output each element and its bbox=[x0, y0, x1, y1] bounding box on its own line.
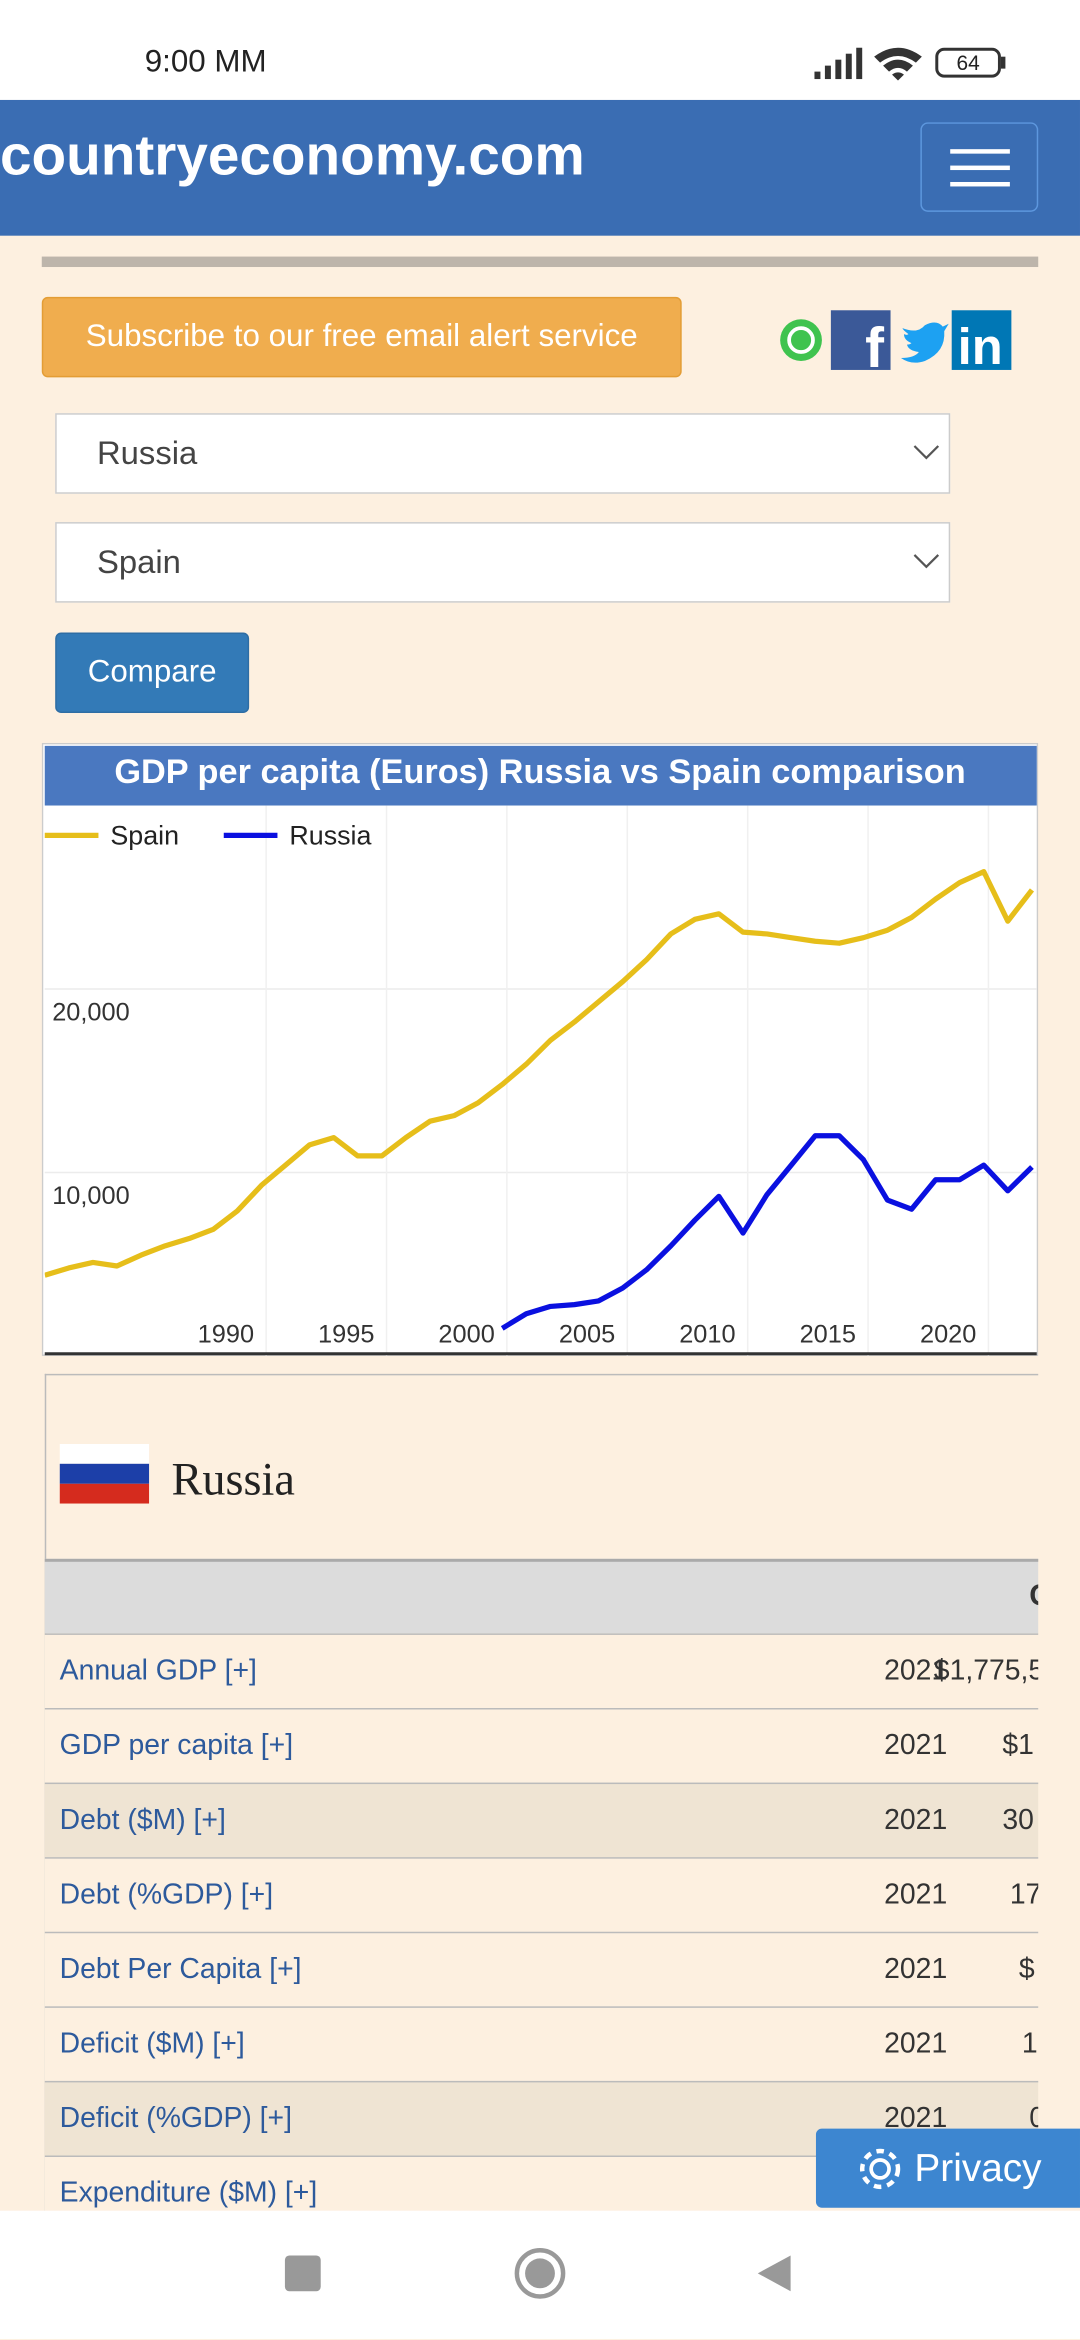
x-tick-label: 1990 bbox=[198, 1321, 254, 1349]
country-select[interactable]: Russia bbox=[55, 413, 951, 494]
table-row: Annual GDP [+] 2021 $1,775,5 bbox=[44, 1633, 1039, 1710]
divider bbox=[41, 256, 1039, 268]
country-select[interactable]: Spain bbox=[55, 522, 951, 603]
menu-button[interactable] bbox=[920, 122, 1039, 212]
table-row: GDP per capita [+] 2021 $1 bbox=[44, 1707, 1039, 1785]
data-line bbox=[500, 1133, 1034, 1331]
row-label[interactable]: Deficit ($M) [+] bbox=[59, 2028, 245, 2061]
site-name[interactable]: countryeconomy.com bbox=[0, 125, 585, 188]
row-year: 2021 bbox=[884, 1954, 948, 1986]
row-year: 2021 bbox=[884, 1879, 948, 1911]
chart-title-bar bbox=[44, 745, 1037, 806]
country-name: Russia bbox=[171, 1452, 295, 1506]
row-label[interactable]: Debt (%GDP) [+] bbox=[59, 1879, 274, 1911]
chart: GDP per capita (Euros) Russia vs Spain c… bbox=[41, 742, 1039, 1356]
privacy-button[interactable]: Privacy bbox=[815, 2128, 1080, 2208]
row-label[interactable]: Debt Per Capita [+] bbox=[59, 1954, 302, 1986]
status-time: 9:00 MM bbox=[144, 44, 267, 80]
x-tick-label: 2005 bbox=[559, 1321, 615, 1349]
x-tick-label: 2020 bbox=[920, 1321, 976, 1349]
facebook-icon[interactable] bbox=[830, 310, 891, 370]
back-button[interactable] bbox=[755, 2252, 794, 2294]
table-row: Debt Per Capita [+] 2021 $ bbox=[44, 1931, 1039, 2008]
row-value: 17 bbox=[1009, 1879, 1038, 1911]
row-value: $1,775,5 bbox=[933, 1655, 1039, 1688]
column-header: C bbox=[1029, 1580, 1038, 1614]
row-label[interactable]: Expenditure ($M) [+] bbox=[59, 2177, 318, 2210]
x-tick-label: 2015 bbox=[800, 1321, 856, 1349]
row-value: 30 bbox=[1002, 1804, 1034, 1837]
status-icons: 64 bbox=[814, 47, 1006, 81]
table-header: C bbox=[44, 1558, 1039, 1634]
x-tick-label: 2000 bbox=[438, 1321, 494, 1349]
recents-button[interactable] bbox=[284, 2255, 321, 2292]
linkedin-icon[interactable] bbox=[951, 310, 1012, 370]
nav-bar bbox=[0, 2210, 1080, 2339]
row-year: 2021 bbox=[884, 2028, 948, 2061]
y-tick-label: 20,000 bbox=[52, 998, 130, 1026]
y-tick-label: 10,000 bbox=[52, 1182, 130, 1210]
x-tick-label: 2010 bbox=[679, 1321, 735, 1349]
select-value: Spain bbox=[96, 542, 181, 581]
row-value: $1 bbox=[1002, 1730, 1034, 1762]
x-tick-label: 1995 bbox=[318, 1321, 374, 1349]
social-icons: f in bbox=[780, 310, 1012, 373]
table-row: Debt (%GDP) [+] 2021 17 bbox=[44, 1857, 1039, 1934]
row-label[interactable]: Debt ($M) [+] bbox=[59, 1804, 226, 1837]
svg-text:in: in bbox=[958, 318, 1003, 373]
row-year: 2021 bbox=[884, 1730, 948, 1762]
chart-title: GDP per capita (Euros) Russia vs Spain c… bbox=[114, 753, 965, 791]
table-row: Debt ($M) [+] 2021 30 bbox=[44, 1782, 1039, 1859]
row-year: 2021 bbox=[884, 1804, 948, 1837]
data-line bbox=[44, 868, 1035, 1278]
compare-button[interactable]: Compare bbox=[55, 632, 250, 714]
row-label[interactable]: Annual GDP [+] bbox=[59, 1655, 257, 1688]
row-year: 2021 bbox=[884, 1655, 948, 1688]
row-label[interactable]: Deficit (%GDP) [+] bbox=[59, 2103, 292, 2135]
twitter-icon[interactable] bbox=[900, 322, 949, 363]
row-value: 1 bbox=[1021, 2028, 1038, 2061]
row-value: $ bbox=[1018, 1954, 1035, 1986]
select-value: Russia bbox=[96, 434, 198, 472]
row-label[interactable]: GDP per capita [+] bbox=[59, 1730, 294, 1762]
table-row: Deficit ($M) [+] 2021 1 bbox=[44, 2006, 1039, 2083]
battery-level: 64 bbox=[956, 52, 979, 75]
flag bbox=[59, 1443, 150, 1504]
legend-label: Russia bbox=[289, 820, 371, 850]
svg-text:f: f bbox=[865, 317, 884, 373]
site-header bbox=[0, 99, 1080, 236]
privacy-label: Privacy bbox=[914, 2145, 1042, 2190]
legend-label: Spain bbox=[110, 820, 179, 850]
home-button[interactable] bbox=[514, 2247, 566, 2299]
row-value: 0 bbox=[1029, 2082, 1038, 2157]
subscribe-button[interactable]: Subscribe to our free email alert servic… bbox=[41, 296, 682, 378]
whatsapp-icon[interactable] bbox=[780, 319, 822, 361]
